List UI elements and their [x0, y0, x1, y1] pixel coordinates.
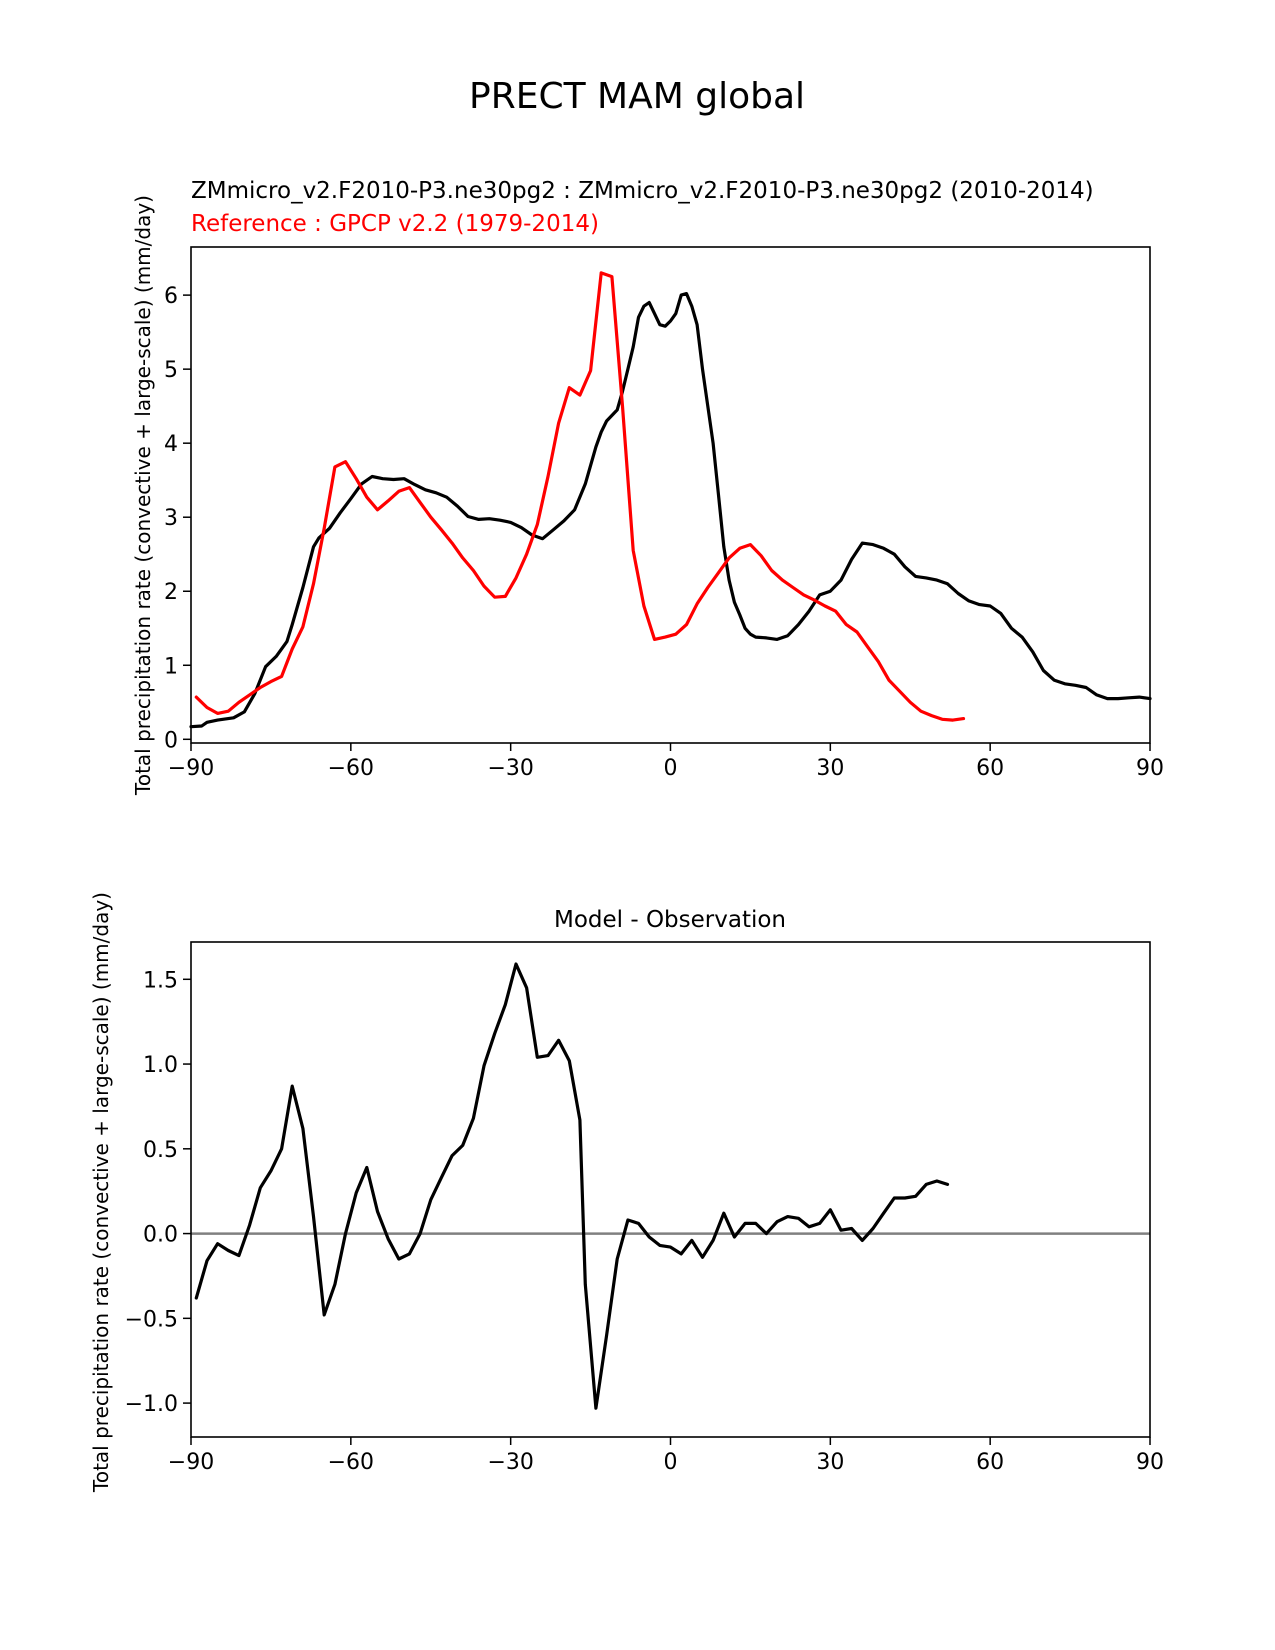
bottom-series-group: [194, 962, 950, 1410]
bottom-y-tick-label: −1.0: [125, 1392, 178, 1417]
top-y-axis-label: Total precipitation rate (convective + l…: [131, 195, 155, 796]
top-x-tick-label: −30: [487, 756, 533, 781]
bottom-y-tick-label: −0.5: [125, 1307, 178, 1332]
bottom-x-tick-label: 30: [816, 1450, 844, 1475]
bottom-x-tick-label: 90: [1136, 1450, 1164, 1475]
model-title: ZMmicro_v2.F2010-P3.ne30pg2 : ZMmicro_v2…: [191, 178, 1094, 204]
top-y-tick-label: 6: [164, 284, 178, 309]
top-y-tick-label: 5: [164, 358, 178, 383]
difference-series-line: [194, 962, 950, 1410]
bottom-y-tick-label: 1.5: [143, 968, 178, 993]
top-x-tick-label: 60: [976, 756, 1004, 781]
top-x-tick-label: 90: [1136, 756, 1164, 781]
bottom-y-tick-label: 1.0: [143, 1053, 178, 1078]
reference-series-line: [194, 271, 966, 722]
bottom-y-axis-label: Total precipitation rate (convective + l…: [89, 892, 113, 1493]
top-y-tick-label: 0: [164, 728, 178, 753]
top-y-tick-label: 2: [164, 580, 178, 605]
main-plot-panel: ZMmicro_v2.F2010-P3.ne30pg2 : ZMmicro_v2…: [131, 178, 1164, 796]
bottom-axis-ticks: −90 −60 −30 0 30 60 90 −1.0 −0.5 0.0 0.5 1.0 1.5: [125, 968, 1164, 1475]
bottom-x-tick-label: −30: [487, 1450, 533, 1475]
top-axis-ticks: −90 −60 −30 0 30 60 90 0 1 2 3 4 5 6: [164, 284, 1164, 781]
top-x-tick-label: 30: [816, 756, 844, 781]
top-y-tick-label: 3: [164, 506, 178, 531]
model-series-line: [189, 292, 1152, 729]
bottom-x-tick-label: −90: [168, 1450, 214, 1475]
bottom-axes-frame: [190, 941, 1151, 1438]
bottom-x-tick-label: 0: [664, 1450, 678, 1475]
top-series-group: [189, 271, 1152, 729]
difference-plot-panel: Model - Observation Total precipitation …: [89, 892, 1164, 1493]
bottom-y-tick-label: 0.0: [143, 1223, 178, 1248]
top-y-tick-label: 1: [164, 654, 178, 679]
top-axes-frame: [190, 246, 1151, 744]
top-x-tick-label: 0: [664, 756, 678, 781]
reference-title: Reference : GPCP v2.2 (1979-2014): [191, 211, 599, 237]
top-x-tick-label: −60: [328, 756, 374, 781]
top-y-tick-label: 4: [164, 432, 178, 457]
bottom-x-tick-label: −60: [328, 1450, 374, 1475]
difference-title: Model - Observation: [554, 907, 786, 933]
bottom-x-tick-label: 60: [976, 1450, 1004, 1475]
bottom-y-tick-label: 0.5: [143, 1138, 178, 1163]
figure-title: PRECT MAM global: [469, 76, 805, 117]
top-x-tick-label: −90: [168, 756, 214, 781]
